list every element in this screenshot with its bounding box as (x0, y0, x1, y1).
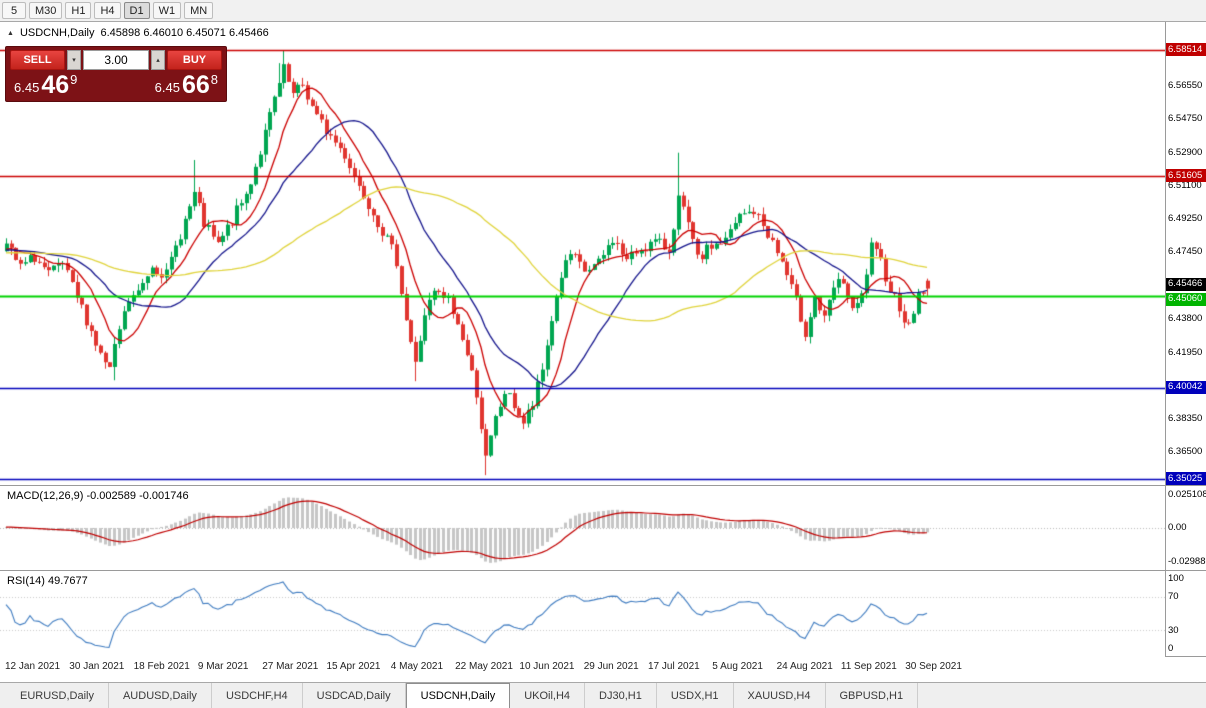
chart-tab-usdcad[interactable]: USDCAD,Daily (303, 683, 406, 708)
chart-tab-gbpusd[interactable]: GBPUSD,H1 (826, 683, 919, 708)
sell-price-button[interactable]: 6.45 46 9 (14, 71, 78, 99)
macd-axis-label: 0.025108 (1168, 489, 1206, 500)
macd-axis-label: -0.02988 (1168, 556, 1206, 567)
sell-button[interactable]: SELL (10, 50, 65, 70)
price-tick: 6.56550 (1168, 79, 1203, 91)
chart-tab-usdchf[interactable]: USDCHF,H4 (212, 683, 303, 708)
chart-tab-bar: EURUSD,Daily AUDUSD,Daily USDCHF,H4 USDCAD,… (0, 682, 1206, 708)
price-axis: 6.56550 6.54750 6.52900 6.51100 6.49250 6.474… (1166, 0, 1206, 682)
price-badge: 6.35025 (1166, 472, 1206, 486)
price-badge: 6.51605 (1166, 169, 1206, 183)
date-label: 9 Mar 2021 (197, 661, 249, 672)
panel-separator (0, 570, 1206, 571)
sell-price-sup: 9 (70, 72, 78, 87)
date-label: 30 Jan 2021 (69, 661, 125, 672)
date-label: 24 Aug 2021 (776, 661, 833, 672)
buy-button[interactable]: BUY (167, 50, 222, 70)
date-label: 12 Jan 2021 (5, 661, 61, 672)
macd-axis-label: 0.00 (1168, 522, 1187, 533)
price-tick: 6.43800 (1168, 313, 1203, 325)
price-tick: 6.49250 (1168, 213, 1203, 225)
timeframe-button-5[interactable]: 5 (2, 2, 26, 19)
chart-ohlc-header: ▲ USDCNH,Daily 6.45898 6.46010 6.45071 6… (7, 27, 269, 39)
time-axis: 12 Jan 2021 30 Jan 2021 18 Feb 2021 9 Mar 2… (0, 656, 1165, 682)
timeframe-button-mn[interactable]: MN (184, 2, 214, 19)
volume-input[interactable] (83, 50, 149, 70)
macd-label: MACD(12,26,9) -0.002589 -0.001746 (7, 490, 189, 502)
price-badge: 6.58514 (1166, 43, 1206, 57)
timeframe-button-h1[interactable]: H1 (65, 2, 92, 19)
rsi-label: RSI(14) 49.7677 (7, 575, 88, 587)
price-tick: 6.38350 (1168, 412, 1203, 424)
timeframe-button-m30[interactable]: M30 (29, 2, 63, 19)
price-tick: 6.51100 (1168, 179, 1202, 191)
date-label: 10 Jun 2021 (519, 661, 575, 672)
rsi-axis-label: 30 (1168, 624, 1179, 636)
price-badge: 6.45060 (1166, 292, 1206, 306)
price-tick: 6.54750 (1168, 112, 1203, 124)
macd-indicator-panel[interactable] (0, 486, 1165, 570)
sell-price-prefix: 6.45 (14, 80, 40, 95)
rsi-axis-label: 0 (1168, 643, 1174, 654)
rsi-axis-label: 100 (1168, 573, 1184, 584)
date-label: 15 Apr 2021 (326, 661, 381, 672)
chart-tab-usdcnh[interactable]: USDCNH,Daily (405, 683, 511, 708)
volume-down-icon[interactable]: ▾ (67, 50, 81, 70)
panel-separator (0, 485, 1206, 486)
volume-up-icon[interactable]: ▴ (151, 50, 165, 70)
price-tick: 6.36500 (1168, 446, 1203, 458)
timeframe-button-w1[interactable]: W1 (152, 2, 182, 19)
trade-prices-row: 6.45 46 9 6.45 66 8 (10, 71, 222, 99)
price-badge: 6.45466 (1166, 277, 1206, 291)
buy-price-button[interactable]: 6.45 66 8 (154, 71, 218, 99)
chart-tab-audusd[interactable]: AUDUSD,Daily (109, 683, 212, 708)
rsi-indicator-panel[interactable] (0, 571, 1165, 656)
price-tick: 6.52900 (1168, 146, 1203, 158)
expand-icon[interactable]: ▲ (7, 29, 14, 37)
chart-tab-dj30[interactable]: DJ30,H1 (585, 683, 657, 708)
date-label: 17 Jul 2021 (648, 661, 700, 672)
timeframe-toolbar: 5 M30 H1 H4 D1 W1 MN (0, 0, 1206, 22)
sell-price-big: 46 (41, 71, 70, 99)
chart-tab-ukoil[interactable]: UKOil,H4 (510, 683, 586, 708)
rsi-axis-label: 70 (1168, 590, 1179, 602)
date-label: 29 Jun 2021 (583, 661, 639, 672)
chart-tab-eurusd[interactable]: EURUSD,Daily (6, 683, 109, 708)
date-label: 27 Mar 2021 (262, 661, 319, 672)
date-label: 30 Sep 2021 (905, 661, 962, 672)
price-badge: 6.40042 (1166, 380, 1206, 394)
date-label: 11 Sep 2021 (840, 661, 897, 672)
price-tick: 6.47450 (1168, 246, 1203, 258)
buy-price-prefix: 6.45 (154, 80, 180, 95)
price-axis-separator (1165, 22, 1166, 656)
timeframe-button-d1[interactable]: D1 (123, 2, 150, 19)
date-label: 5 Aug 2021 (712, 661, 763, 672)
price-tick: 6.41950 (1168, 346, 1203, 358)
timeframe-button-h4[interactable]: H4 (94, 2, 121, 19)
chart-title: USDCNH,Daily (19, 27, 95, 39)
date-label: 22 May 2021 (455, 661, 513, 672)
chart-tab-usdx[interactable]: USDX,H1 (657, 683, 734, 708)
buy-price-big: 66 (181, 71, 210, 99)
trade-controls-row: SELL ▾ ▴ BUY (10, 50, 222, 70)
chart-tab-xauusd[interactable]: XAUUSD,H4 (734, 683, 826, 708)
buy-price-sup: 8 (210, 72, 218, 87)
date-label: 18 Feb 2021 (133, 661, 190, 672)
chart-ohlc-values: 6.45898 6.46010 6.45071 6.45466 (100, 27, 269, 39)
date-label: 4 May 2021 (390, 661, 444, 672)
